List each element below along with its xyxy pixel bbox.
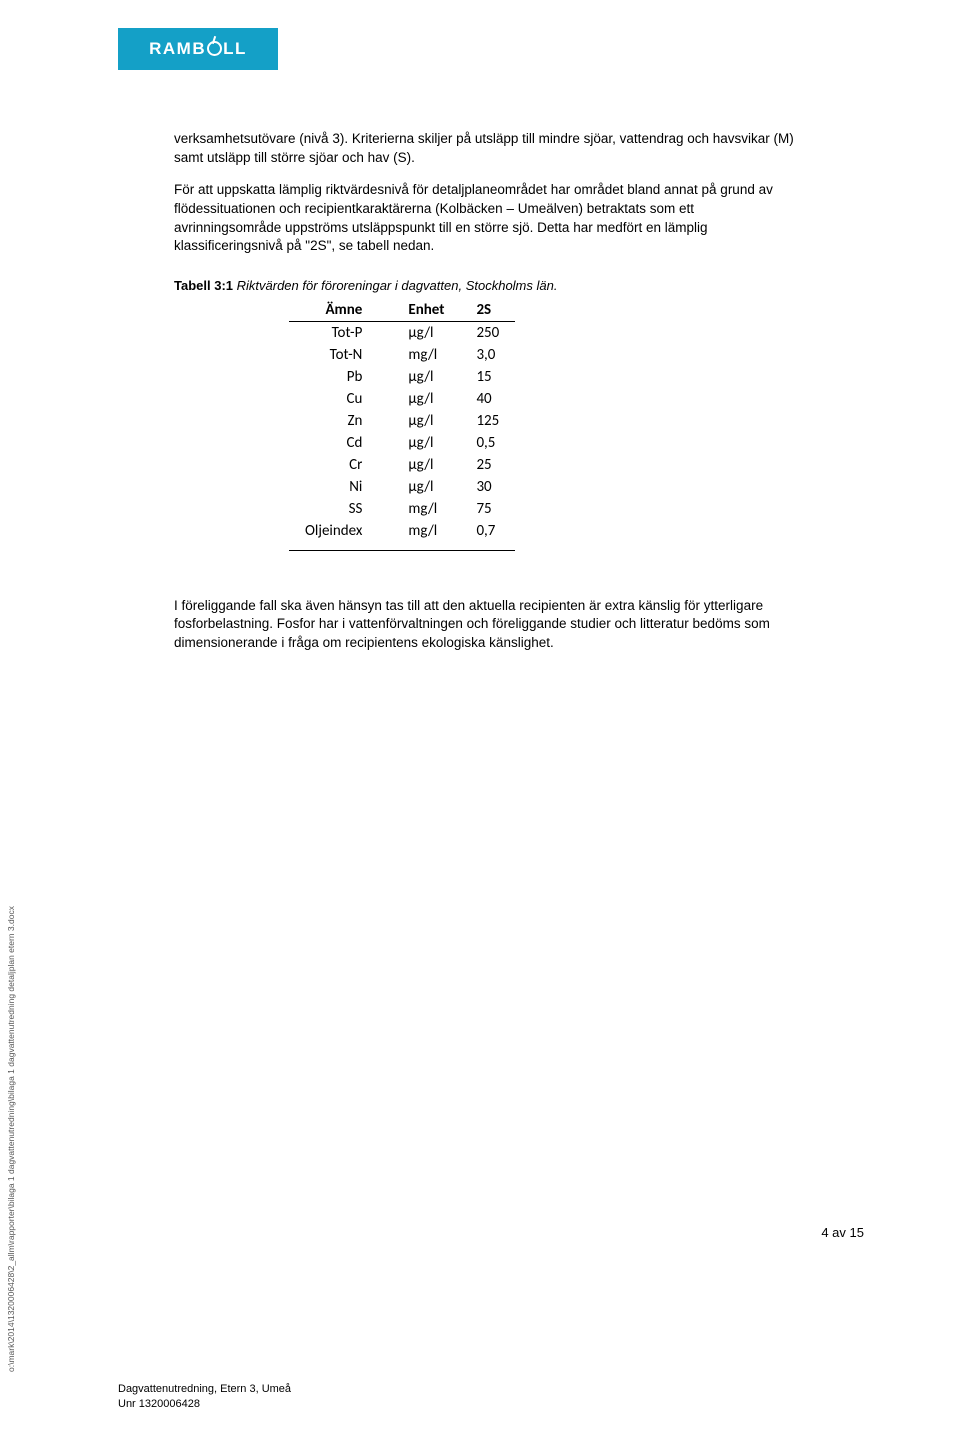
table-body: Tot-Pµg/l250 Tot-Nmg/l3,0 Pbµg/l15 Cuµg/… — [289, 321, 515, 550]
table-caption-label: Tabell 3:1 — [174, 278, 233, 293]
table-row: Tot-Pµg/l250 — [289, 321, 515, 344]
footer-unr: Unr 1320006428 — [118, 1397, 291, 1412]
document-page: RAMBLL verksamhetsutövare (nivå 3). Krit… — [0, 0, 960, 1440]
table-row: Cdµg/l0,5 — [289, 432, 515, 454]
table-row: SSmg/l75 — [289, 498, 515, 520]
table-row: Cuµg/l40 — [289, 388, 515, 410]
guideline-values-table: Ämne Enhet 2S Tot-Pµg/l250 Tot-Nmg/l3,0 … — [289, 299, 515, 551]
table-row: Tot-Nmg/l3,0 — [289, 344, 515, 366]
col-header-unit: Enhet — [392, 299, 460, 322]
table-caption: Tabell 3:1 Riktvärden för föroreningar i… — [174, 278, 794, 293]
col-header-substance: Ämne — [289, 299, 392, 322]
main-content: verksamhetsutövare (nivå 3). Kriterierna… — [174, 130, 794, 667]
table-row: Oljeindexmg/l0,7 — [289, 520, 515, 551]
table-caption-text: Riktvärden för föroreningar i dagvatten,… — [233, 278, 557, 293]
file-path-sidebar: o:\mark\2014\1320006428\2_allm\rapporter… — [6, 906, 16, 1372]
paragraph-2: För att uppskatta lämplig riktvärdesnivå… — [174, 181, 794, 256]
footer-left: Dagvattenutredning, Etern 3, Umeå Unr 13… — [118, 1382, 291, 1412]
paragraph-1: verksamhetsutövare (nivå 3). Kriterierna… — [174, 130, 794, 167]
table-row: Crµg/l25 — [289, 454, 515, 476]
page-number: 4 av 15 — [821, 1225, 864, 1240]
table-row: Niµg/l30 — [289, 476, 515, 498]
logo-o-icon — [207, 41, 222, 56]
paragraph-3: I föreliggande fall ska även hänsyn tas … — [174, 597, 794, 653]
table-header-row: Ämne Enhet 2S — [289, 299, 515, 322]
brand-logo-text: RAMBLL — [149, 39, 247, 59]
brand-logo: RAMBLL — [118, 28, 278, 70]
table-row: Pbµg/l15 — [289, 366, 515, 388]
footer-title: Dagvattenutredning, Etern 3, Umeå — [118, 1382, 291, 1397]
table-row: Znµg/l125 — [289, 410, 515, 432]
col-header-2s: 2S — [460, 299, 515, 322]
